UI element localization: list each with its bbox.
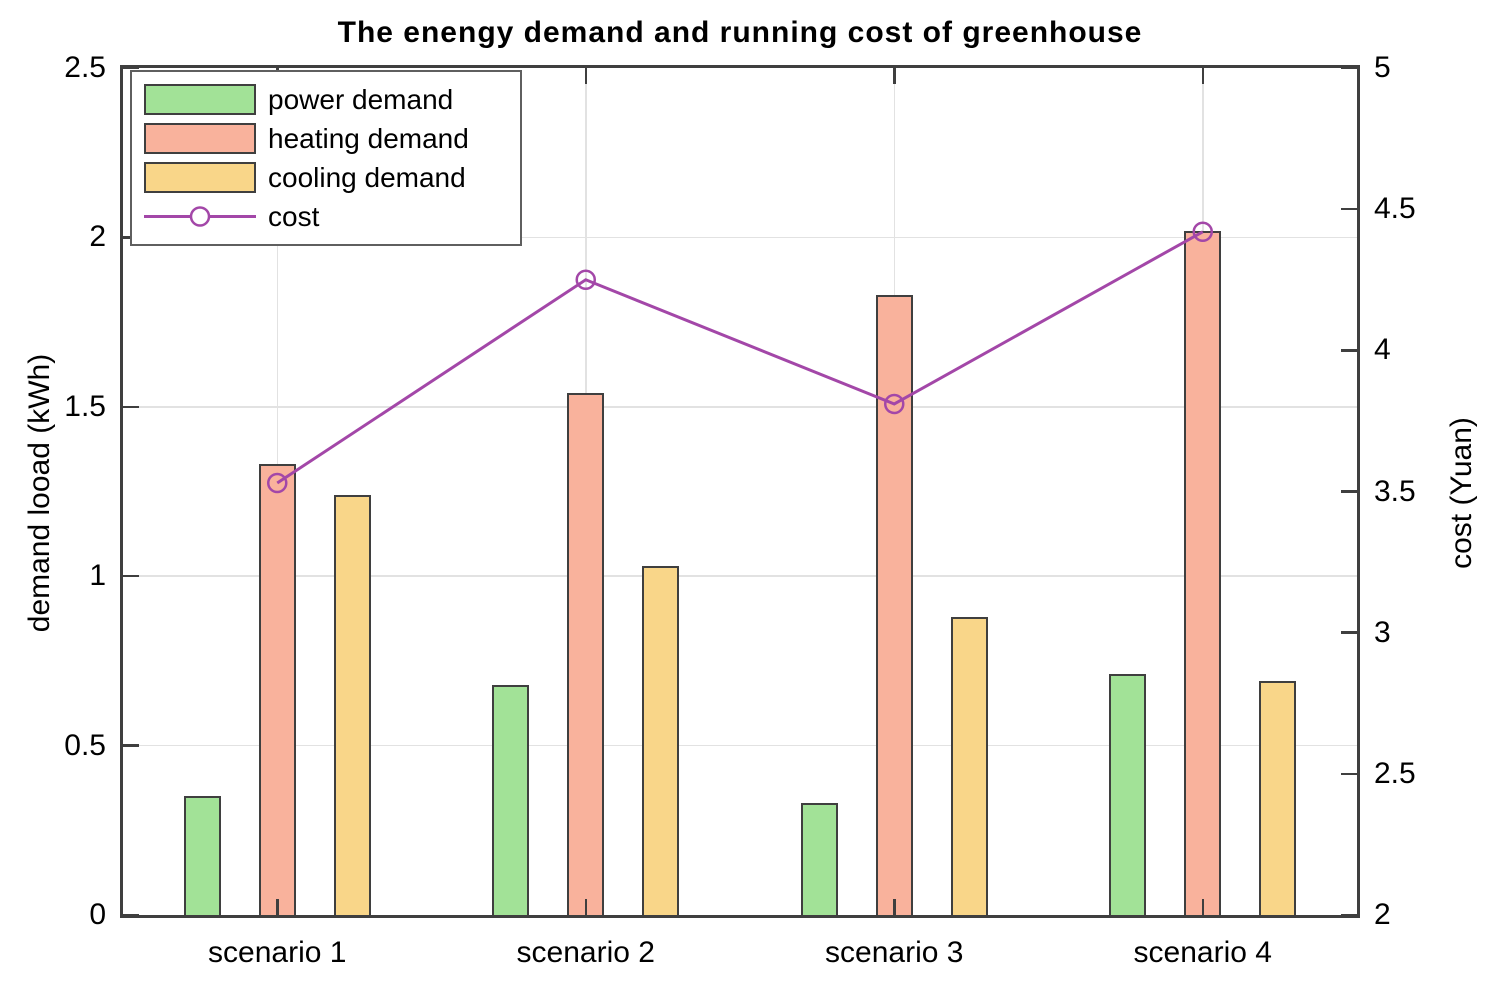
legend-item-power-demand: power demand (144, 80, 520, 119)
bottom-axis-tick (893, 899, 896, 915)
right-axis-tick (1341, 66, 1357, 70)
right-tick-label: 4.5 (1374, 192, 1416, 226)
cost-line-sample (144, 206, 256, 227)
chart-title: The enengy demand and running cost of gr… (337, 16, 1143, 49)
right-axis-tick (1341, 349, 1357, 352)
top-axis-tick (584, 68, 587, 84)
left-axis-tick (123, 744, 139, 747)
x-tick-label: scenario 1 (208, 936, 347, 969)
legend-label: heating demand (268, 122, 469, 154)
legend-item-cooling-demand: cooling demand (144, 158, 520, 197)
left-axis-label: demand looad (kWh) (23, 353, 56, 633)
power-demand-bar (492, 684, 530, 915)
legend-label: cooling demand (268, 161, 466, 193)
right-tick-label: 2.5 (1374, 756, 1416, 790)
gridline-horizontal (123, 236, 1357, 239)
gridline-horizontal (123, 575, 1357, 577)
right-tick-label: 3 (1374, 615, 1391, 649)
cooling-demand-swatch (144, 162, 256, 193)
gridline-horizontal (123, 744, 1357, 747)
right-tick-label: 4 (1374, 333, 1391, 367)
cost-line (276, 230, 1204, 485)
cooling-demand-bar (333, 494, 371, 915)
right-axis-tick (1341, 631, 1357, 634)
left-tick-label: 2 (89, 220, 106, 254)
power-demand-bar (1109, 674, 1147, 915)
left-tick-label: 0 (89, 898, 106, 931)
legend: power demand heating demand cooling dema… (130, 70, 522, 246)
x-tick-label: scenario 4 (1133, 936, 1272, 969)
cost-line-layer (267, 221, 1213, 494)
x-tick-label: scenario 2 (516, 936, 655, 969)
cost-marker (884, 393, 905, 415)
right-axis-tick (1341, 913, 1357, 917)
top-axis-tick (1201, 68, 1204, 84)
left-axis-tick (123, 405, 139, 409)
bottom-axis-tick (584, 899, 587, 915)
plot-area: power demand heating demand cooling dema… (120, 65, 1360, 918)
cost-line-swatch (144, 201, 256, 232)
right-axis-tick (1341, 207, 1357, 211)
legend-label: power demand (268, 83, 454, 115)
top-axis-tick (893, 68, 896, 84)
left-axis-tick (123, 66, 139, 70)
legend-item-cost: cost (144, 197, 520, 236)
power-demand-bar (183, 796, 221, 915)
power-demand-bar (800, 803, 838, 915)
right-tick-label: 3.5 (1374, 474, 1416, 508)
cost-marker (1192, 221, 1213, 243)
heating-demand-swatch (144, 123, 256, 154)
cooling-demand-bar (642, 566, 680, 915)
cost-marker (267, 472, 288, 494)
heating-demand-bar (1184, 230, 1222, 915)
x-tick-label: scenario 3 (825, 936, 964, 969)
heating-demand-bar (258, 464, 296, 915)
cost-marker-sample (189, 206, 211, 227)
bottom-axis-tick (276, 899, 279, 915)
right-tick-label: 2 (1374, 898, 1391, 931)
cooling-demand-bar (950, 616, 988, 915)
bottom-axis-tick (1201, 899, 1204, 915)
gridline-horizontal (123, 406, 1357, 408)
left-tick-label: 1.5 (64, 389, 106, 423)
left-axis-tick (123, 913, 139, 917)
legend-item-heating-demand: heating demand (144, 119, 520, 158)
cost-marker (575, 269, 596, 290)
power-demand-swatch (144, 84, 256, 115)
heating-demand-bar (567, 393, 605, 915)
left-tick-label: 0.5 (64, 728, 106, 762)
right-axis-tick (1341, 490, 1357, 493)
left-tick-label: 1 (89, 559, 106, 593)
legend-label: cost (268, 200, 320, 232)
left-axis-tick (123, 574, 139, 578)
right-axis-tick (1341, 772, 1357, 776)
right-tick-label: 5 (1374, 51, 1391, 84)
left-tick-label: 2.5 (64, 51, 106, 84)
cooling-demand-bar (1259, 681, 1297, 915)
